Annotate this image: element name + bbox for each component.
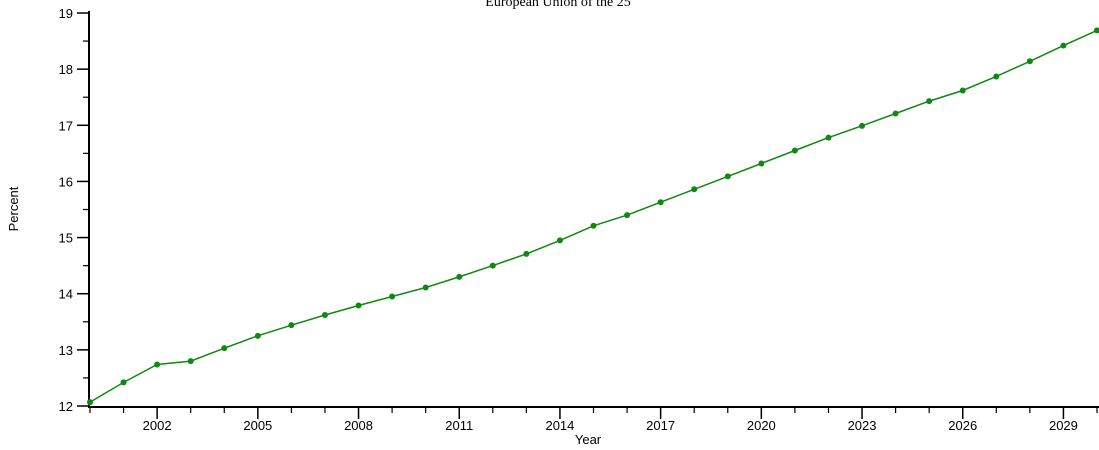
y-tick-label: 13 — [59, 343, 73, 358]
series-layer — [87, 27, 1099, 406]
axes: 12 13 14 15 16 17 18 19 2002 2005 2008 2011 2014 2017… — [59, 6, 1099, 433]
y-axis-title: Percent — [6, 186, 21, 231]
data-point — [120, 379, 127, 386]
data-point — [456, 273, 463, 280]
data-point — [791, 147, 798, 154]
data-point — [624, 212, 631, 219]
data-point — [288, 322, 295, 329]
y-tick-label: 12 — [59, 399, 73, 414]
data-point — [825, 134, 832, 141]
data-point — [1060, 42, 1067, 49]
y-tick-label: 19 — [59, 6, 73, 21]
data-point — [758, 160, 765, 167]
data-point — [691, 186, 698, 193]
x-tick-label: 2011 — [445, 418, 473, 433]
data-point — [926, 98, 933, 105]
data-point — [859, 122, 866, 129]
x-tick-label: 2026 — [948, 418, 977, 433]
data-point — [422, 284, 429, 291]
data-point — [556, 237, 563, 244]
data-point — [892, 110, 899, 117]
chart-title: European Union of the 25 — [485, 0, 630, 10]
y-tick-label: 15 — [59, 231, 73, 246]
data-point — [993, 73, 1000, 80]
data-point — [959, 87, 966, 94]
data-point — [87, 399, 93, 406]
data-point — [523, 250, 530, 257]
x-tick-label: 2020 — [747, 418, 776, 433]
data-point — [389, 293, 396, 300]
x-tick-label: 2017 — [646, 418, 675, 433]
x-tick-label: 2023 — [848, 418, 877, 433]
y-tick-label: 18 — [59, 62, 73, 77]
x-axis-title: Year — [575, 432, 602, 447]
data-point — [321, 312, 328, 319]
data-point — [187, 358, 194, 365]
data-point — [657, 199, 664, 206]
data-point — [590, 222, 597, 229]
x-tick-label: 2029 — [1049, 418, 1078, 433]
data-point — [154, 361, 161, 368]
data-point — [221, 345, 228, 352]
x-tick-label: 2002 — [143, 418, 172, 433]
data-point — [724, 173, 731, 180]
y-tick-label: 14 — [59, 287, 73, 302]
data-point — [489, 262, 496, 269]
series-line — [89, 29, 1098, 403]
y-tick-label: 16 — [59, 174, 73, 189]
x-tick-label: 2014 — [545, 418, 574, 433]
y-tick-label: 17 — [59, 118, 73, 133]
data-point — [254, 332, 261, 339]
data-point — [1026, 58, 1033, 65]
data-point — [1094, 27, 1099, 34]
x-tick-label: 2005 — [243, 418, 272, 433]
data-point — [355, 302, 362, 309]
x-tick-label: 2008 — [344, 418, 373, 433]
